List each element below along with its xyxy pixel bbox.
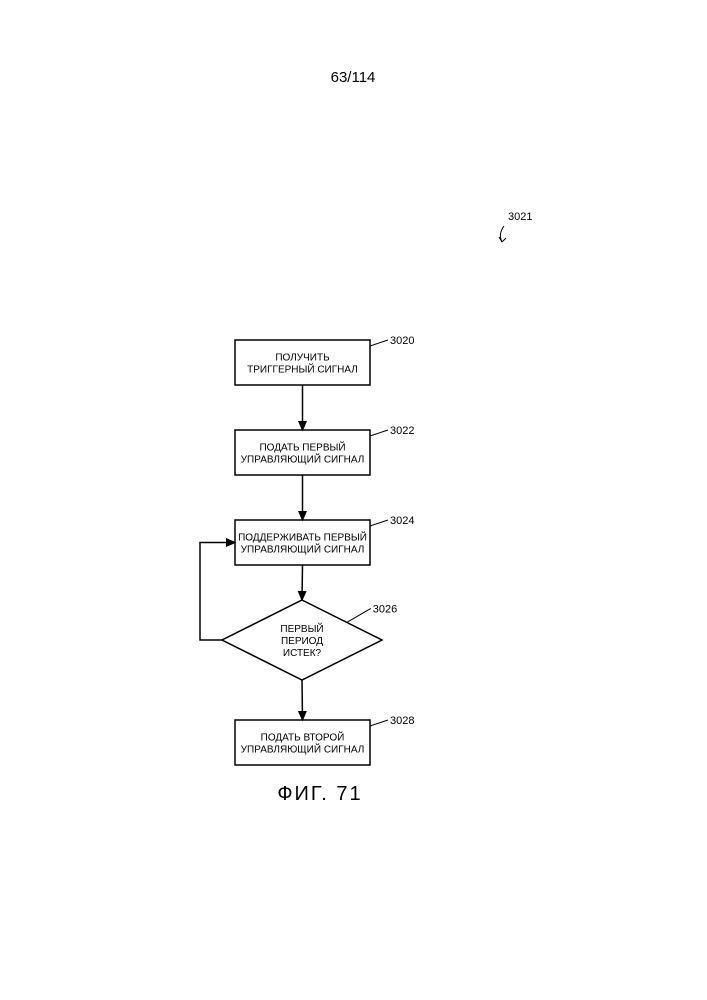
process-n2-line0: ПОДАТЬ ПЕРВЫЙ — [259, 441, 345, 454]
decision-n4-line1: ПЕРИОД — [281, 636, 323, 647]
ref-n4: 3026 — [373, 603, 397, 615]
leader-n5 — [370, 720, 388, 726]
ref-n2: 3022 — [390, 425, 414, 437]
edge-3 — [302, 680, 303, 720]
diagram-ref: 3021 — [508, 211, 532, 223]
leader-n3 — [370, 520, 388, 526]
edge-2 — [302, 565, 303, 600]
process-n1-line0: ПОЛУЧИТЬ — [275, 353, 330, 364]
decision-n4-line0: ПЕРВЫЙ — [280, 622, 323, 635]
process-n5-line0: ПОДАТЬ ВТОРОЙ — [261, 731, 345, 744]
ref-n1: 3020 — [390, 335, 414, 347]
process-n3-line0: ПОДДЕРЖИВАТЬ ПЕРВЫЙ — [238, 531, 367, 544]
page-header: 63/114 — [331, 69, 376, 86]
flowchart-canvas: 63/114 ФИГ. 71 ПОЛУЧИТЬТРИГГЕРНЫЙ СИГНАЛ… — [0, 0, 707, 1000]
diagram-ref-tick — [499, 237, 506, 242]
figure-caption: ФИГ. 71 — [277, 783, 362, 805]
process-n3-line1: УПРАВЛЯЮЩИЙ СИГНАЛ — [241, 543, 365, 556]
leader-n2 — [370, 430, 388, 436]
leader-n1 — [370, 340, 388, 346]
edge-4 — [200, 543, 235, 641]
process-n1-line1: ТРИГГЕРНЫЙ СИГНАЛ — [247, 363, 358, 376]
process-n2-line1: УПРАВЛЯЮЩИЙ СИГНАЛ — [241, 453, 365, 466]
process-n5-line1: УПРАВЛЯЮЩИЙ СИГНАЛ — [241, 743, 365, 756]
ref-n5: 3028 — [390, 715, 414, 727]
ref-n3: 3024 — [390, 515, 414, 527]
leader-n4 — [347, 608, 371, 622]
decision-n4-line2: ИСТЕК? — [283, 648, 322, 659]
